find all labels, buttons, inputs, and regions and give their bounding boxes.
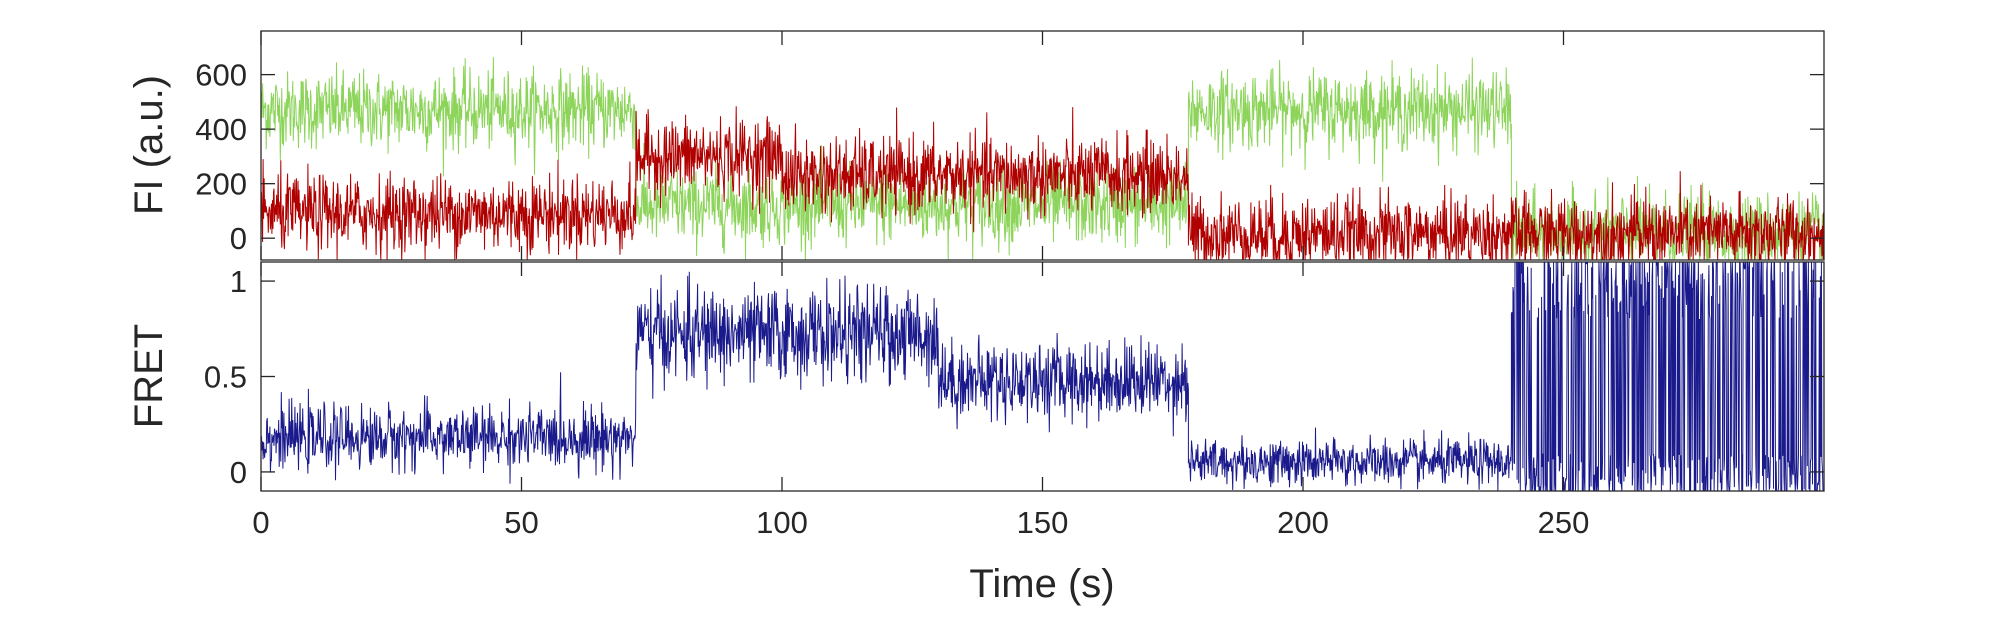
fret-x-ticks: 0 50 100 150 200 250: [252, 262, 1589, 540]
y-tick-label: 600: [195, 58, 247, 93]
y-tick-label: 0: [230, 455, 247, 490]
x-tick-label: 0: [252, 505, 269, 540]
time-x-axis-label: Time (s): [969, 562, 1114, 606]
fluorescence-trace-1: [261, 106, 1824, 260]
x-tick-label: 100: [756, 505, 808, 540]
fret-panel: 00.51 0 50 100 150 200 250 FRET Time (s): [127, 261, 1825, 606]
fluorescence-y-axis-label: FI (a.u.): [127, 75, 171, 215]
y-tick-label: 1: [230, 264, 247, 299]
fret-y-axis-label: FRET: [127, 324, 171, 428]
y-tick-label: 0: [230, 221, 247, 256]
x-tick-label: 200: [1277, 505, 1329, 540]
fret-trace-0: [261, 262, 1824, 491]
fluorescence-y-ticks: 0 200 400 600: [195, 31, 1824, 260]
fret-y-ticks: 00.51: [204, 264, 1824, 490]
x-tick-label: 50: [504, 505, 538, 540]
fret-traces: [261, 262, 1824, 491]
x-tick-label: 250: [1538, 505, 1590, 540]
fluorescence-panel: 0 200 400 600 FI (a.u.): [127, 30, 1825, 261]
fluorescence-traces: [261, 57, 1824, 260]
x-tick-label: 150: [1017, 505, 1069, 540]
y-tick-label: 400: [195, 112, 247, 147]
y-tick-label: 200: [195, 167, 247, 202]
y-tick-label: 0.5: [204, 360, 247, 395]
